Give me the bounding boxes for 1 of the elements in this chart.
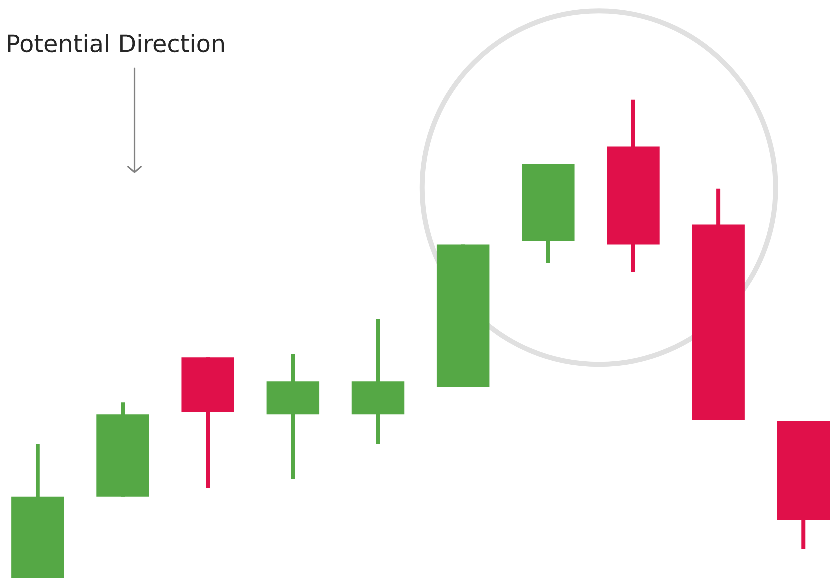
chart-title: Potential Direction [8, 34, 224, 53]
